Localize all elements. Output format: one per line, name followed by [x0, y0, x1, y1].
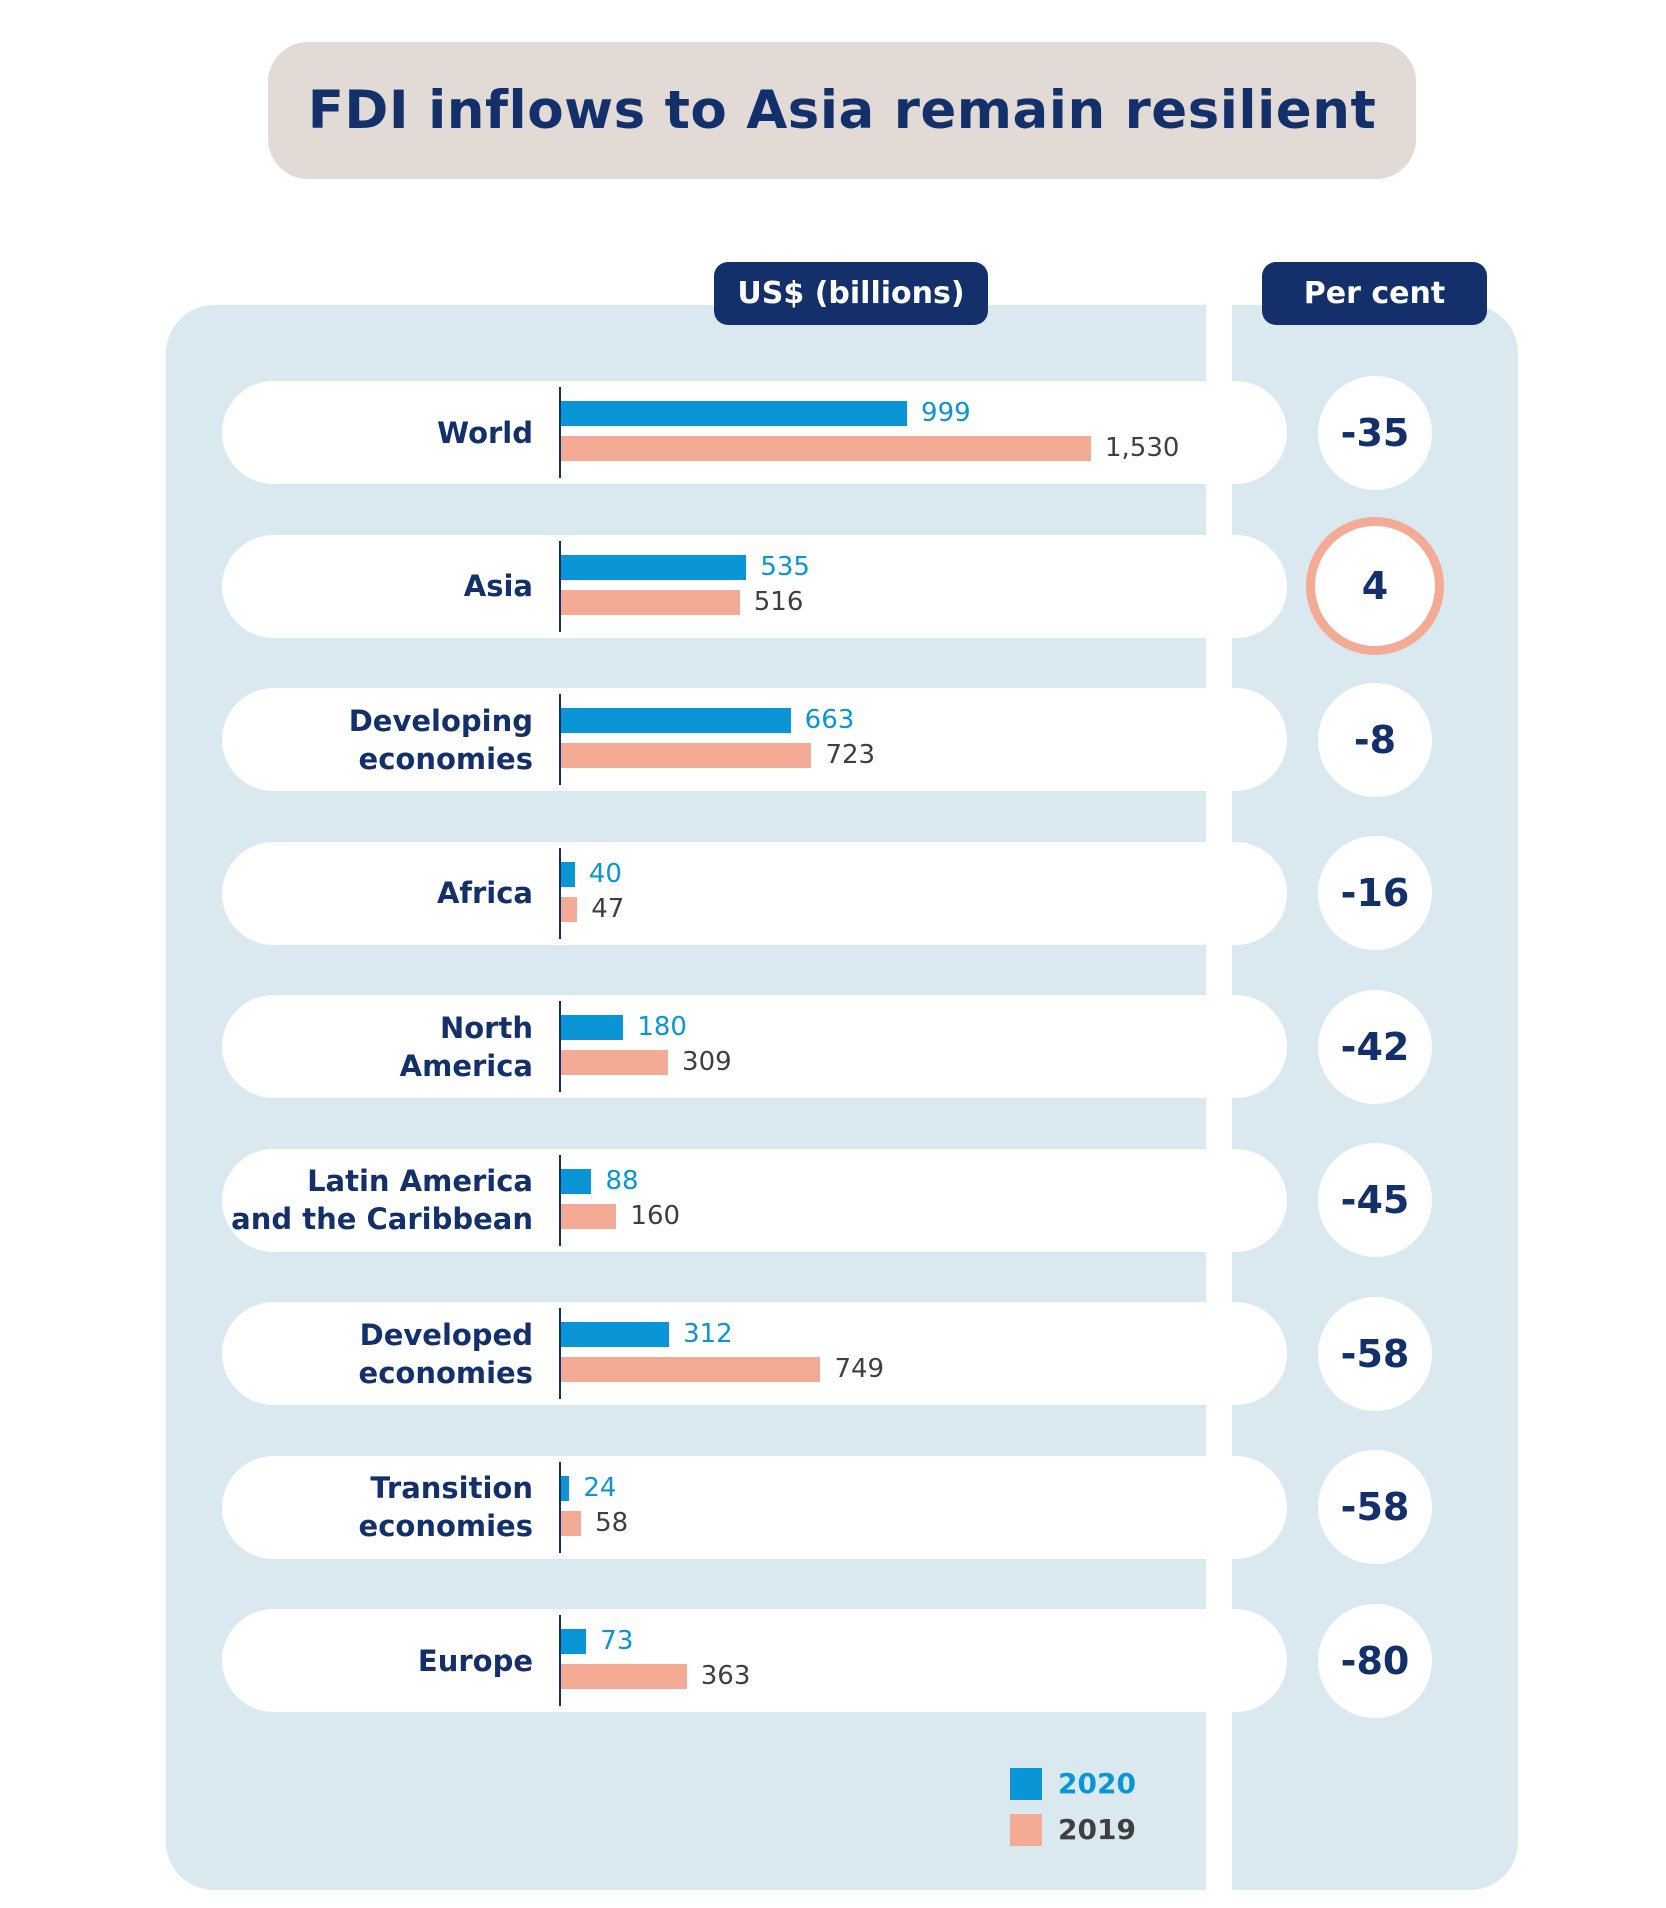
- value-label-2019: 749: [834, 1354, 885, 1384]
- category-label-line: Developing: [348, 703, 533, 738]
- bar-2020: [561, 1475, 570, 1501]
- percent-header: Per cent: [1262, 262, 1487, 325]
- bar-2019: [561, 589, 740, 615]
- bar-2019: [561, 1050, 669, 1075]
- value-label-2020: 88: [605, 1165, 639, 1196]
- bar-2020: [561, 401, 908, 426]
- percent-change-badge: -58: [1318, 1296, 1432, 1411]
- row-background: [222, 1148, 1287, 1252]
- row-background: [222, 1302, 1287, 1405]
- bar-2019: [561, 1203, 617, 1229]
- value-header: US$ (billions): [714, 262, 988, 325]
- bar-axis-line: [559, 1154, 561, 1246]
- value-label-2020: 535: [760, 551, 810, 582]
- percent-change-badge: -45: [1318, 1143, 1432, 1257]
- category-label-line: Latin America: [307, 1164, 533, 1198]
- bar-2019: [561, 1510, 582, 1536]
- category-label-line: World: [437, 415, 533, 450]
- bar-axis-line: [559, 540, 561, 632]
- bar-axis-line: [559, 387, 561, 478]
- category-label-line: America: [399, 1048, 533, 1083]
- category-label: Latin America and the Caribbean: [230, 1149, 533, 1252]
- chart-title: FDI inflows to Asia remain resilient: [307, 80, 1377, 141]
- row-background: [222, 841, 1287, 945]
- bar-axis-line: [559, 1308, 561, 1399]
- percent-change-badge: -42: [1318, 989, 1432, 1104]
- legend-label-2020: 2020: [1058, 1767, 1136, 1800]
- bar-2020: [561, 708, 791, 733]
- percent-change-badge: -58: [1318, 1450, 1432, 1564]
- category-label-line: economies: [358, 741, 533, 776]
- row-background: [222, 381, 1287, 484]
- value-label-2020: 73: [600, 1626, 634, 1656]
- bar-2020: [561, 554, 747, 580]
- category-label: Developed economies: [230, 1302, 533, 1405]
- bar-axis-line: [559, 1001, 561, 1092]
- category-label: Developing economies: [230, 688, 533, 791]
- bar-axis-line: [559, 1461, 561, 1553]
- bar-2020: [561, 1629, 587, 1654]
- bar-2020: [561, 861, 575, 887]
- value-label-2019: 516: [753, 586, 804, 617]
- value-label-2020: 40: [588, 858, 622, 889]
- legend-label-2019: 2019: [1058, 1813, 1136, 1846]
- category-label-line: economies: [358, 1355, 533, 1390]
- percent-change-badge: -16: [1318, 836, 1432, 950]
- category-label-line: Asia: [463, 569, 533, 603]
- percent-change-badge: -8: [1318, 682, 1432, 797]
- category-label: Asia: [230, 535, 533, 638]
- bar-2020: [561, 1168, 592, 1194]
- bar-2019: [561, 1664, 687, 1689]
- category-label: Europe: [230, 1609, 533, 1712]
- category-label: Africa: [230, 842, 533, 945]
- value-label-2019: 47: [591, 893, 625, 924]
- value-label-2019: 723: [825, 740, 876, 770]
- bar-2020: [561, 1015, 624, 1040]
- bar-2019: [561, 896, 578, 922]
- legend-swatch-2020: [1010, 1768, 1042, 1800]
- row-background: [222, 1455, 1287, 1559]
- percent-change-badge: -35: [1318, 375, 1432, 490]
- bar-axis-line: [559, 1615, 561, 1706]
- category-label-line: Transition: [370, 1471, 533, 1505]
- value-label-2020: 312: [683, 1319, 733, 1349]
- value-label-2020: 24: [583, 1472, 617, 1503]
- category-label-line: Europe: [417, 1643, 533, 1678]
- row-background: [222, 688, 1287, 791]
- bar-2020: [561, 1322, 670, 1347]
- value-label-2019: 160: [630, 1200, 681, 1231]
- category-label: Transition economies: [230, 1456, 533, 1559]
- bar-2019: [561, 1357, 821, 1382]
- row-background: [222, 534, 1287, 638]
- category-label: World: [230, 381, 533, 484]
- value-label-2019: 309: [682, 1047, 732, 1077]
- category-label-line: North: [439, 1010, 533, 1045]
- row-background: [222, 1609, 1287, 1712]
- value-label-2019: 363: [700, 1661, 751, 1691]
- row-background: [222, 995, 1287, 1098]
- category-label: North America: [230, 995, 533, 1098]
- bar-2019: [561, 743, 812, 768]
- bar-axis-line: [559, 694, 561, 785]
- value-label-2020: 663: [804, 705, 855, 735]
- category-label-line: and the Caribbean: [231, 1202, 533, 1236]
- bar-axis-line: [559, 847, 561, 939]
- percent-change-badge: 4: [1306, 517, 1444, 655]
- percent-change-badge: -80: [1318, 1603, 1432, 1718]
- value-label-2019: 58: [595, 1507, 629, 1538]
- legend-swatch-2019: [1010, 1814, 1042, 1846]
- value-label-2020: 180: [637, 1012, 687, 1042]
- category-label-line: Africa: [436, 876, 533, 910]
- title-banner: FDI inflows to Asia remain resilient: [268, 42, 1416, 179]
- value-label-2020: 999: [921, 398, 971, 428]
- value-label-2019: 1,530: [1105, 433, 1180, 463]
- category-label-line: economies: [358, 1509, 533, 1543]
- category-label-line: Developed: [359, 1317, 533, 1352]
- bar-2019: [561, 436, 1091, 461]
